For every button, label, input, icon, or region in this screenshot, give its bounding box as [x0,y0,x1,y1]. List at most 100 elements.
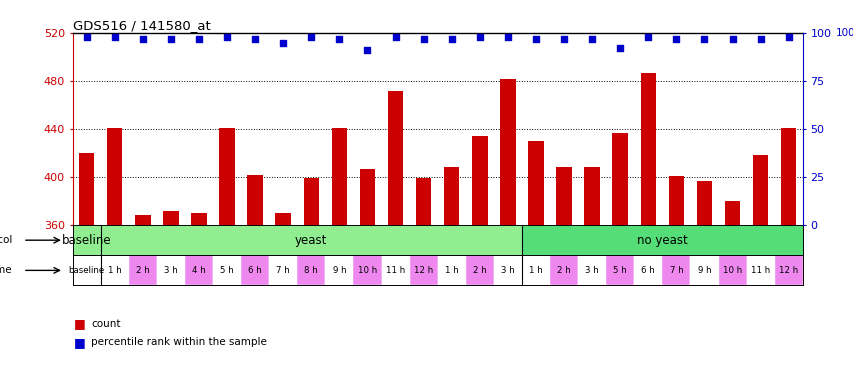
Text: 4 h: 4 h [192,266,206,275]
Bar [73,225,101,255]
Text: baseline: baseline [61,234,111,247]
Bar [409,255,438,285]
Point [529,36,543,42]
Bar [438,255,465,285]
Bar [528,141,543,225]
Bar [163,211,178,225]
Bar [353,255,381,285]
Bar [662,255,689,285]
Bar [191,213,206,225]
Text: 9 h: 9 h [332,266,345,275]
Point [473,34,486,40]
Bar [415,178,431,225]
Text: 3 h: 3 h [584,266,598,275]
Bar [500,79,515,225]
Point [444,36,458,42]
Text: 5 h: 5 h [220,266,234,275]
Bar [331,128,346,225]
Text: 6 h: 6 h [641,266,654,275]
Point [305,34,318,40]
Bar [135,216,150,225]
Text: baseline: baseline [68,266,105,275]
Text: ■: ■ [74,317,86,330]
Point [781,34,795,40]
Bar [219,128,235,225]
Bar [129,255,157,285]
Bar [241,255,269,285]
Bar [247,175,263,225]
Bar [101,225,521,255]
Bar [668,176,683,225]
Text: no yeast: no yeast [636,234,687,247]
Point [248,36,262,42]
Text: 2 h: 2 h [136,266,149,275]
Text: 3 h: 3 h [501,266,514,275]
Point [612,45,626,51]
Text: GDS516 / 141580_at: GDS516 / 141580_at [73,19,210,32]
Point [501,34,514,40]
Text: 2 h: 2 h [473,266,486,275]
Bar [303,178,319,225]
Text: 10 h: 10 h [357,266,377,275]
Bar [212,255,241,285]
Bar [185,255,212,285]
Bar [724,201,740,225]
Text: 7 h: 7 h [669,266,682,275]
Point [332,36,345,42]
Bar [606,255,634,285]
Point [725,36,739,42]
Text: 3 h: 3 h [164,266,177,275]
Text: 7 h: 7 h [276,266,290,275]
Text: 6 h: 6 h [248,266,262,275]
Bar [634,255,662,285]
Text: 2 h: 2 h [556,266,571,275]
Point [107,34,121,40]
Bar [269,255,297,285]
Point [276,40,290,45]
Bar [717,255,746,285]
Point [669,36,682,42]
Bar [521,255,549,285]
Text: yeast: yeast [295,234,327,247]
Bar [577,255,606,285]
Point [753,36,767,42]
Bar [521,225,802,255]
Text: 11 h: 11 h [750,266,769,275]
Bar [325,255,353,285]
Text: 12 h: 12 h [778,266,798,275]
Text: 11 h: 11 h [386,266,404,275]
Bar [101,255,129,285]
Bar [774,255,802,285]
Bar [696,181,711,225]
Bar [752,156,768,225]
Point [360,47,374,53]
Bar [157,255,185,285]
Text: 5 h: 5 h [612,266,626,275]
Point [192,36,206,42]
Point [388,34,402,40]
Bar [583,168,599,225]
Point [136,36,149,42]
Bar [493,255,521,285]
Bar [555,168,572,225]
Point [164,36,177,42]
Bar [276,213,291,225]
Bar [297,255,325,285]
Bar [73,255,101,285]
Text: 8 h: 8 h [304,266,318,275]
Point [79,34,93,40]
Bar [689,255,717,285]
Bar [612,132,627,225]
Point [416,36,430,42]
Text: count: count [91,319,121,329]
Bar [381,255,409,285]
Bar [780,128,796,225]
Bar [549,255,577,285]
Point [556,36,570,42]
Bar [107,128,122,225]
Text: growth protocol: growth protocol [0,235,13,245]
Text: 10 h: 10 h [722,266,741,275]
Bar [746,255,774,285]
Text: 1 h: 1 h [444,266,458,275]
Text: time: time [0,265,13,275]
